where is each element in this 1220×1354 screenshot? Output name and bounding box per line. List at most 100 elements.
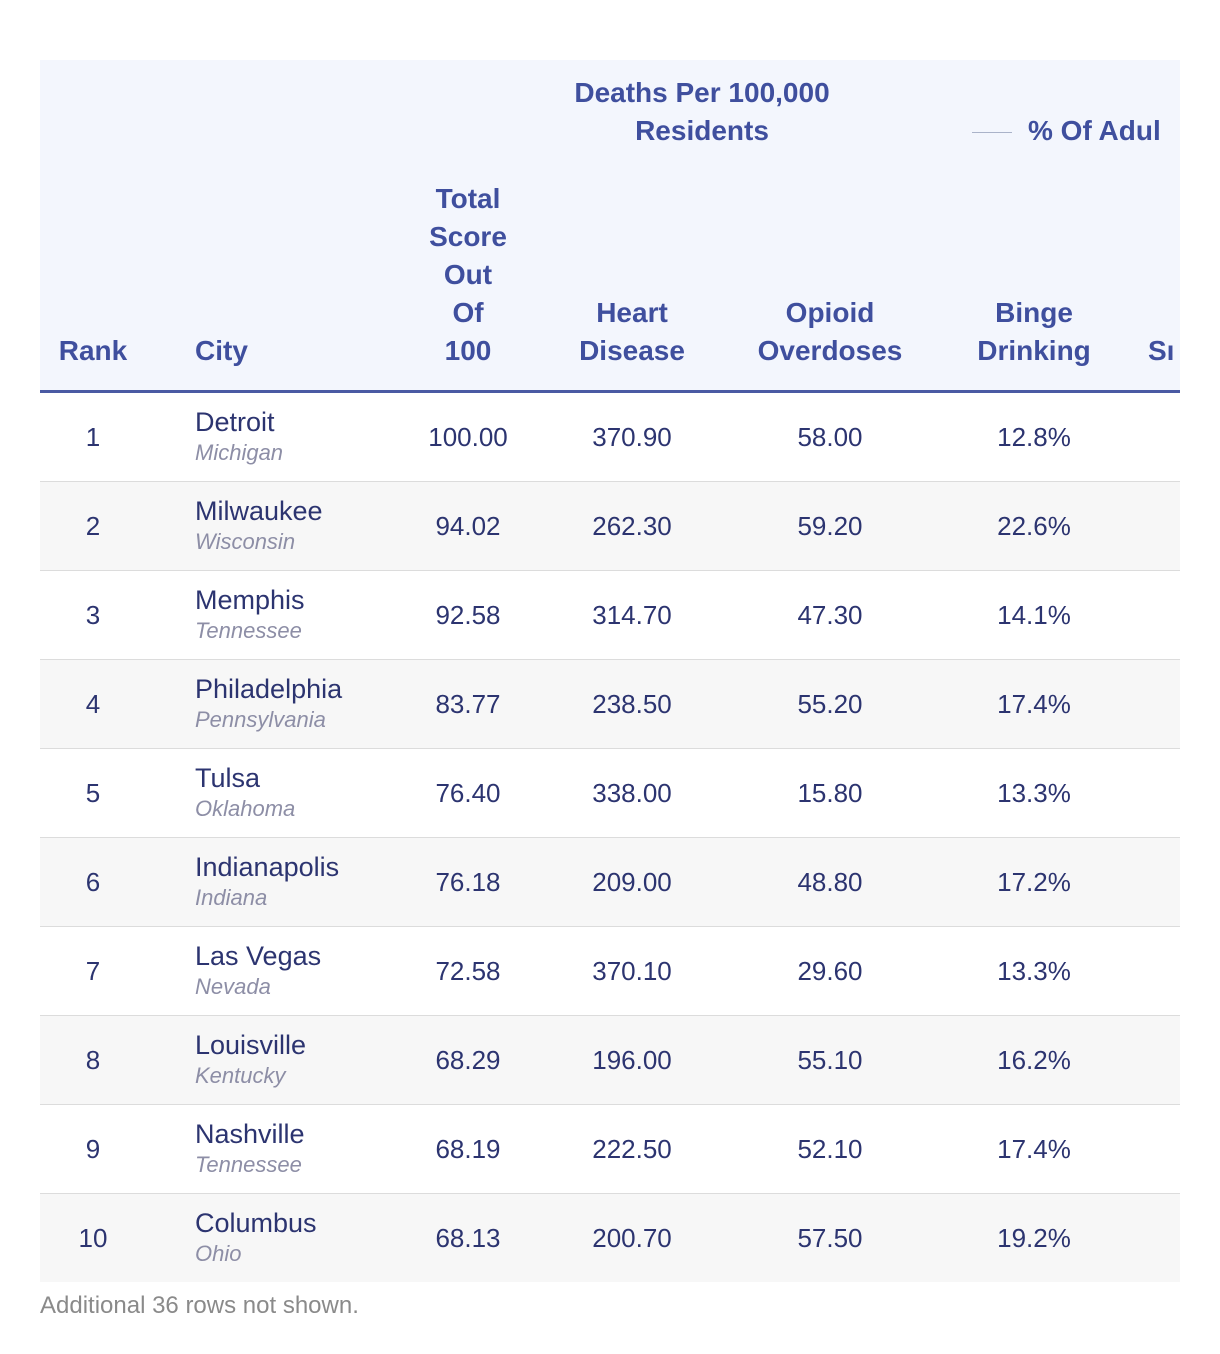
opioid-overdoses-cell: 15.80 [797, 778, 863, 808]
rank-cell: 4 [85, 689, 101, 719]
state-name: Oklahoma [195, 796, 296, 821]
heart-disease-cell: 196.00 [592, 1045, 672, 1075]
binge-drinking-cell: 16.2% [997, 1045, 1071, 1075]
binge-drinking-cell: 17.4% [997, 689, 1071, 719]
binge-drinking-cell: 17.4% [997, 1134, 1071, 1164]
table-row: 1 100.00 370.90 58.00 12.8% Detroit Michigan [40, 393, 1180, 482]
total-score-cell: 76.18 [435, 867, 501, 897]
heart-disease-cell: 262.30 [592, 511, 672, 541]
table-row: 10 68.13 200.70 57.50 19.2% Columbus Ohio [40, 1194, 1180, 1282]
opioid-overdoses-cell: 57.50 [797, 1223, 863, 1253]
opioid-overdoses-cell: 55.20 [797, 689, 863, 719]
group-header-deaths: Deaths Per 100,000 Residents [574, 77, 830, 146]
state-name: Nevada [195, 974, 271, 999]
table-row: 5 76.40 338.00 15.80 13.3% Tulsa Oklahoma [40, 749, 1180, 838]
binge-drinking-cell: 17.2% [997, 867, 1071, 897]
heart-disease-cell: 238.50 [592, 689, 672, 719]
column-header-opioid-overdoses[interactable]: Opioid Overdoses [757, 297, 903, 366]
table-row: 4 83.77 238.50 55.20 17.4% Philadelphia Pennsy… [40, 660, 1180, 749]
rank-cell: 10 [78, 1223, 108, 1253]
state-name: Indiana [195, 885, 268, 910]
column-header-rank[interactable]: Rank [58, 335, 128, 366]
total-score-cell: 72.58 [435, 956, 501, 986]
city-name: Louisville [195, 1030, 307, 1060]
state-name: Michigan [195, 440, 284, 465]
state-name: Ohio [195, 1241, 242, 1266]
state-name: Tennessee [195, 1152, 302, 1177]
binge-drinking-cell: 19.2% [997, 1223, 1071, 1253]
rank-cell: 3 [85, 600, 101, 630]
state-name: Tennessee [195, 618, 302, 643]
state-name: Kentucky [195, 1063, 286, 1088]
opioid-overdoses-cell: 55.10 [797, 1045, 863, 1075]
city-cell: Indianapolis Indiana [195, 850, 415, 912]
table-row: 9 68.19 222.50 52.10 17.4% Nashville Tennessee [40, 1105, 1180, 1194]
heart-disease-cell: 370.10 [592, 956, 672, 986]
footnote: Additional 36 rows not shown. [40, 1292, 359, 1319]
city-name: Indianapolis [195, 852, 340, 882]
city-cell: Nashville Tennessee [195, 1117, 415, 1179]
total-score-cell: 68.19 [435, 1134, 501, 1164]
opioid-overdoses-cell: 52.10 [797, 1134, 863, 1164]
table-header: Deaths Per 100,000 Residents % Of Adul R… [40, 60, 1180, 393]
binge-drinking-cell: 14.1% [997, 600, 1071, 630]
table-row: 2 94.02 262.30 59.20 22.6% Milwaukee Wisconsin [40, 482, 1180, 571]
opioid-overdoses-cell: 59.20 [797, 511, 863, 541]
rank-cell: 2 [85, 511, 101, 541]
rank-cell: 7 [85, 956, 101, 986]
total-score-cell: 68.13 [435, 1223, 501, 1253]
data-table: Deaths Per 100,000 Residents % Of Adul R… [40, 60, 1180, 1282]
heart-disease-cell: 200.70 [592, 1223, 672, 1253]
opioid-overdoses-cell: 47.30 [797, 600, 863, 630]
rank-cell: 6 [85, 867, 101, 897]
city-name: Las Vegas [195, 941, 322, 971]
city-name: Nashville [195, 1119, 305, 1149]
heart-disease-cell: 222.50 [592, 1134, 672, 1164]
table-body: 1 100.00 370.90 58.00 12.8% Detroit Michigan 2 9… [40, 393, 1180, 1282]
total-score-cell: 94.02 [435, 511, 501, 541]
total-score-cell: 92.58 [435, 600, 501, 630]
binge-drinking-cell: 12.8% [997, 422, 1071, 452]
city-cell: Las Vegas Nevada [195, 939, 415, 1001]
rank-cell: 9 [85, 1134, 101, 1164]
city-cell: Tulsa Oklahoma [195, 761, 415, 823]
city-cell: Philadelphia Pennsylvania [195, 672, 415, 734]
city-cell: Memphis Tennessee [195, 583, 415, 645]
city-cell: Detroit Michigan [195, 405, 415, 467]
city-cell: Louisville Kentucky [195, 1028, 415, 1090]
city-name: Memphis [195, 585, 305, 615]
heart-disease-cell: 370.90 [592, 422, 672, 452]
group-header-adults: % Of Adul [1028, 115, 1161, 146]
table-row: 3 92.58 314.70 47.30 14.1% Memphis Tennessee [40, 571, 1180, 660]
column-header-binge-drinking[interactable]: Binge Drinking [977, 297, 1091, 366]
rank-cell: 1 [85, 422, 101, 452]
column-header-total-score[interactable]: Total Score Out Of 100 [429, 183, 507, 366]
opioid-overdoses-cell: 48.80 [797, 867, 863, 897]
total-score-cell: 68.29 [435, 1045, 501, 1075]
city-name: Detroit [195, 407, 275, 437]
city-name: Tulsa [195, 763, 261, 793]
rank-cell: 5 [85, 778, 101, 808]
state-name: Pennsylvania [195, 707, 326, 732]
city-name: Milwaukee [195, 496, 323, 526]
state-name: Wisconsin [195, 529, 296, 554]
table-row: 8 68.29 196.00 55.10 16.2% Louisville Kentucky [40, 1016, 1180, 1105]
table-row: 6 76.18 209.00 48.80 17.2% Indianapolis Indian… [40, 838, 1180, 927]
group-header-divider [972, 132, 1012, 133]
total-score-cell: 100.00 [428, 422, 508, 452]
city-cell: Milwaukee Wisconsin [195, 494, 415, 556]
rank-cell: 8 [85, 1045, 101, 1075]
column-header-smoking[interactable]: Sı [1148, 335, 1175, 366]
heart-disease-cell: 314.70 [592, 600, 672, 630]
table-row: 7 72.58 370.10 29.60 13.3% Las Vegas Nevada [40, 927, 1180, 1016]
binge-drinking-cell: 22.6% [997, 511, 1071, 541]
heart-disease-cell: 338.00 [592, 778, 672, 808]
city-cell: Columbus Ohio [195, 1206, 415, 1268]
opioid-overdoses-cell: 58.00 [797, 422, 863, 452]
column-header-heart-disease[interactable]: Heart Disease [579, 297, 685, 366]
city-name: Philadelphia [195, 674, 343, 704]
total-score-cell: 76.40 [435, 778, 501, 808]
column-header-city[interactable]: City [195, 335, 248, 366]
binge-drinking-cell: 13.3% [997, 778, 1071, 808]
binge-drinking-cell: 13.3% [997, 956, 1071, 986]
